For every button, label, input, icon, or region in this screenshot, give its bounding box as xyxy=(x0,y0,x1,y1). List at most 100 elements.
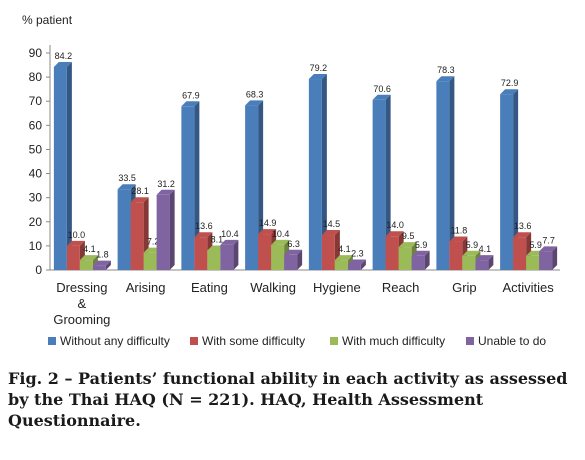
data-label: 5.9 xyxy=(466,240,479,250)
bar xyxy=(513,237,527,270)
bar-top xyxy=(53,61,72,67)
bar xyxy=(462,255,476,270)
bar-top xyxy=(271,239,290,245)
bar-top xyxy=(385,231,404,237)
y-tick-label: 10 xyxy=(29,239,43,253)
bar-side xyxy=(552,246,558,270)
bar xyxy=(385,236,399,270)
data-label: 33.5 xyxy=(118,173,136,183)
x-tick-label: Eating xyxy=(191,280,228,295)
bar-top xyxy=(500,89,519,95)
bar-top xyxy=(411,250,430,256)
y-tick-label: 80 xyxy=(29,70,43,84)
x-tick-label: Hygiene xyxy=(313,280,361,295)
bar xyxy=(539,251,553,270)
data-label: 78.3 xyxy=(437,65,455,75)
bar-side xyxy=(194,101,200,270)
y-axis-label: % patient xyxy=(22,13,73,27)
x-tick-label: Activities xyxy=(502,280,554,295)
x-tick-label: & xyxy=(78,296,87,311)
bar xyxy=(526,255,540,270)
bar xyxy=(372,99,386,270)
bar-top xyxy=(79,255,98,261)
bar-top xyxy=(475,255,494,261)
bar-side xyxy=(513,89,519,270)
bar-side xyxy=(233,239,239,270)
data-label: 31.2 xyxy=(157,179,175,189)
data-label: 67.9 xyxy=(182,90,200,100)
data-label: 28.1 xyxy=(131,186,149,196)
legend-label: With much difficulty xyxy=(342,334,445,348)
data-label: 2.3 xyxy=(351,248,364,258)
data-label: 14.0 xyxy=(386,220,404,230)
bar xyxy=(245,105,259,271)
legend-swatch xyxy=(466,337,474,345)
data-label: 13.6 xyxy=(514,221,532,231)
data-label: 8.1 xyxy=(211,234,224,244)
data-label: 7.7 xyxy=(542,235,555,245)
bar-top xyxy=(462,250,481,256)
data-label: 84.2 xyxy=(55,51,73,61)
bar-top xyxy=(92,260,111,266)
data-label: 4.1 xyxy=(338,244,351,254)
bar-top xyxy=(194,232,213,238)
legend-swatch xyxy=(330,337,338,345)
bar-side xyxy=(385,94,391,270)
data-label: 5.9 xyxy=(415,240,428,250)
y-tick-label: 50 xyxy=(29,142,43,156)
bar-side xyxy=(297,249,303,270)
y-tick-label: 0 xyxy=(35,263,42,277)
bar xyxy=(308,79,322,270)
bar-top xyxy=(513,232,532,238)
bar-top xyxy=(117,184,136,190)
bar-top xyxy=(220,239,239,245)
y-tick-label: 20 xyxy=(29,215,43,229)
bar-top xyxy=(66,240,85,246)
bar-side xyxy=(449,76,455,271)
bar xyxy=(207,250,221,270)
bar xyxy=(271,244,285,270)
bar-side xyxy=(66,61,72,271)
x-tick-label: Dressing xyxy=(56,280,107,295)
bar-top xyxy=(321,230,340,236)
data-label: 10.4 xyxy=(221,229,239,239)
bar xyxy=(475,260,489,270)
bar-top xyxy=(398,242,417,248)
bar xyxy=(117,189,131,270)
x-tick-label: Grooming xyxy=(53,312,110,327)
y-tick-label: 60 xyxy=(29,118,43,132)
bar xyxy=(156,194,170,270)
bar xyxy=(284,254,298,270)
figure-caption: Fig. 2 – Patients’ functional ability in… xyxy=(8,369,568,430)
data-label: 13.6 xyxy=(195,221,213,231)
x-tick-label: Walking xyxy=(250,280,296,295)
data-label: 4.1 xyxy=(83,244,96,254)
bar-top xyxy=(334,255,353,261)
legend-swatch xyxy=(48,337,56,345)
data-label: 14.9 xyxy=(259,218,277,228)
bar xyxy=(347,264,361,270)
bar xyxy=(258,234,272,270)
legend-label: With some difficulty xyxy=(202,334,305,348)
bar xyxy=(92,265,106,270)
bar-side xyxy=(258,100,264,271)
data-label: 7.2 xyxy=(147,237,160,247)
x-tick-label: Arising xyxy=(126,280,166,295)
bar xyxy=(66,245,80,270)
y-tick-label: 70 xyxy=(29,94,43,108)
bar xyxy=(321,235,335,270)
bar-top xyxy=(181,101,200,107)
bar xyxy=(53,66,67,271)
bar-top xyxy=(258,229,277,235)
bar-top xyxy=(449,236,468,242)
x-tick-label: Grip xyxy=(452,280,477,295)
bar xyxy=(398,247,412,270)
data-label: 10.0 xyxy=(68,230,86,240)
bar-top xyxy=(372,94,391,100)
bar-top xyxy=(130,197,149,203)
data-label: 68.3 xyxy=(246,89,264,99)
bar xyxy=(181,106,195,270)
bar xyxy=(411,255,425,270)
bar-side xyxy=(169,189,175,270)
